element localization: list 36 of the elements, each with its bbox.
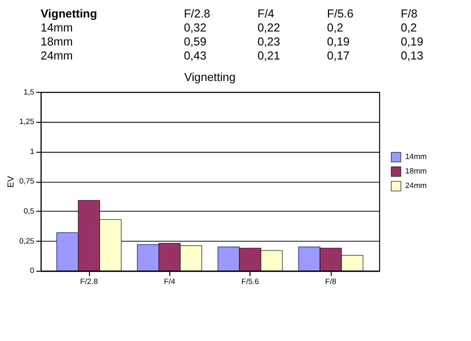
text: 0,13 bbox=[400, 50, 424, 63]
y-tick-label: 0 bbox=[30, 266, 34, 276]
legend-label: 14mm bbox=[405, 152, 427, 162]
text: 0,22 bbox=[257, 22, 280, 35]
text: 0,32 bbox=[184, 22, 206, 35]
text: 0,17 bbox=[327, 50, 350, 63]
text: 0,43 bbox=[184, 50, 206, 63]
y-tick-label: 0,75 bbox=[19, 176, 34, 186]
x-tick-label: F/2.8 bbox=[80, 276, 98, 286]
text: 0,2 bbox=[327, 22, 344, 35]
legend-label: 24mm bbox=[405, 181, 427, 190]
text: 0,21 bbox=[257, 50, 280, 63]
text: 0,59 bbox=[184, 36, 206, 49]
x-tick-label: F/4 bbox=[164, 276, 176, 286]
y-axis-title: EV bbox=[5, 176, 16, 188]
text: 0,19 bbox=[327, 36, 350, 49]
text: Vignetting bbox=[40, 8, 98, 21]
y-tick-label: 0,5 bbox=[24, 206, 34, 216]
text: F/4 bbox=[257, 8, 275, 21]
text: F/5.6 bbox=[327, 8, 354, 21]
chart-title: Vignetting bbox=[184, 71, 236, 84]
text: 14mm bbox=[40, 22, 73, 35]
text: 0,19 bbox=[400, 36, 424, 49]
text: F/2.8 bbox=[184, 8, 210, 21]
text: 18mm bbox=[40, 36, 73, 49]
legend-label: 18mm bbox=[405, 166, 427, 176]
y-tick-label: 1 bbox=[30, 146, 34, 156]
y-tick-label: 1,25 bbox=[19, 117, 34, 126]
text: 0,23 bbox=[257, 36, 280, 49]
y-tick-label: 1,5 bbox=[24, 87, 34, 96]
x-tick-label: F/5.6 bbox=[241, 276, 259, 286]
text: 24mm bbox=[40, 50, 73, 63]
text: 0,2 bbox=[400, 22, 417, 35]
text: F/8 bbox=[400, 8, 418, 21]
y-tick-label: 0,25 bbox=[19, 236, 34, 246]
x-tick-label: F/8 bbox=[325, 276, 336, 286]
